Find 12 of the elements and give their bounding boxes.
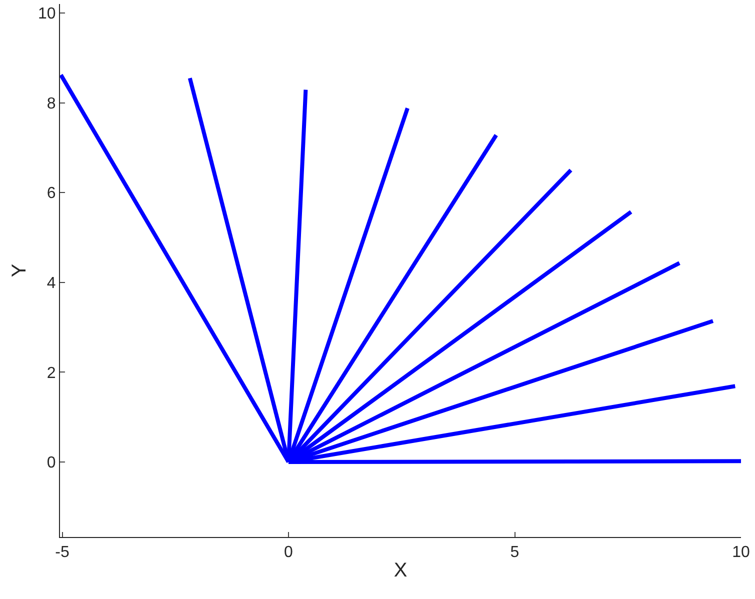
y-tick-label: 4 — [46, 275, 56, 292]
y-tick-label: 6 — [46, 185, 56, 202]
y-tick-label: 2 — [46, 364, 56, 382]
y-tick-label: 0 — [46, 454, 56, 472]
x-tick-label: 5 — [510, 544, 520, 562]
x-axis-title: X — [394, 560, 408, 582]
x-tick-label: -5 — [55, 544, 70, 562]
x-tick-label: 10 — [732, 544, 750, 562]
y-tick-label: 8 — [46, 95, 56, 112]
y-axis-title: Y — [8, 264, 31, 278]
y-tick-label: 10 — [38, 6, 56, 23]
x-tick-label: 0 — [284, 544, 294, 562]
